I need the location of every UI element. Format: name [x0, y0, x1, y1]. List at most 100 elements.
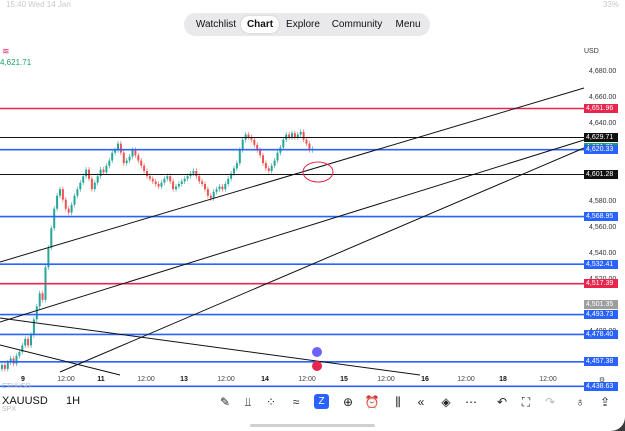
candle — [137, 155, 140, 161]
candle — [105, 165, 108, 173]
candle — [12, 358, 15, 364]
layers-icon[interactable]: ◈ — [441, 395, 451, 409]
candle — [273, 160, 276, 166]
candle — [241, 139, 244, 151]
candle — [32, 319, 35, 336]
time-axis-label: 18 — [499, 376, 507, 383]
undo-icon[interactable]: ↶ — [496, 395, 508, 409]
candle — [35, 306, 38, 320]
price-level-label: 4,438.63 — [584, 381, 618, 391]
candle — [85, 169, 88, 177]
rewind-icon[interactable]: « — [417, 395, 425, 409]
redo-icon[interactable]: ↷ — [544, 395, 556, 409]
main-tab-bar: Watchlist Chart Explore Community Menu — [184, 13, 430, 36]
candle — [192, 170, 195, 174]
time-axis-label: 12:00 — [377, 376, 395, 383]
timeframe-selector[interactable]: 1H — [66, 395, 81, 407]
candle — [235, 163, 238, 169]
candle — [47, 247, 50, 268]
indicators-icon[interactable]: ⫫ — [244, 394, 252, 409]
candle — [24, 338, 27, 346]
candle — [183, 178, 186, 182]
currency-selector[interactable]: USD — [584, 48, 599, 55]
price-level-label: 4,493.73 — [584, 310, 618, 320]
tab-explore[interactable]: Explore — [286, 19, 320, 30]
time-axis[interactable]: 9 12:00 11 12:00 13 12:00 14 12:00 15 12:00 16 12:0… — [0, 375, 625, 386]
compare-icon[interactable]: ⫼ — [395, 394, 401, 409]
replay-icon[interactable]: Z — [314, 394, 329, 409]
settings-icon[interactable]: ⚙ — [598, 377, 606, 384]
event-marker-icon[interactable] — [312, 347, 322, 357]
candle — [122, 152, 125, 164]
price-level-label: 4,478.40 — [584, 329, 618, 339]
trend-line-upper[interactable] — [0, 87, 585, 263]
price-axis-label: 4,660.00 — [589, 94, 617, 102]
last-price-label: 4,621.71 — [0, 58, 32, 67]
tab-watchlist[interactable]: Watchlist — [195, 19, 237, 30]
tab-chart[interactable]: Chart — [241, 16, 279, 33]
candle — [102, 169, 105, 173]
idea-icon[interactable]: ♁ — [575, 395, 585, 409]
candle — [209, 195, 212, 199]
candle — [296, 134, 299, 138]
candle — [21, 345, 24, 352]
time-axis-label: 15 — [340, 376, 348, 383]
trend-line-descending[interactable] — [0, 317, 421, 376]
candle — [59, 189, 61, 196]
pen-icon[interactable]: ✎ — [219, 395, 231, 409]
candle — [227, 178, 230, 184]
candle — [305, 139, 308, 144]
indicator-icon[interactable]: ≋ — [2, 46, 10, 56]
home-indicator — [250, 424, 375, 427]
candle — [172, 181, 175, 190]
time-axis-label: 12:00 — [137, 376, 155, 383]
fullscreen-icon[interactable]: ⛶ — [521, 394, 531, 409]
candle — [151, 178, 154, 182]
candle — [90, 178, 93, 190]
candle — [201, 181, 204, 184]
add-icon[interactable]: ⊕ — [342, 395, 354, 409]
candle — [6, 362, 9, 369]
candle — [157, 183, 160, 187]
background-symbol-label: ETHUSD — [2, 383, 31, 390]
tab-community[interactable]: Community — [331, 19, 383, 30]
trend-line-channel[interactable] — [59, 147, 585, 373]
time-axis-label: 16 — [421, 376, 429, 383]
trend-line-lower[interactable] — [0, 139, 585, 323]
candle — [247, 134, 250, 138]
candle — [143, 165, 146, 171]
price-level-label: 4,457.38 — [584, 357, 618, 367]
grid-icon[interactable]: ⁘ — [265, 395, 277, 409]
candle — [119, 143, 122, 153]
price-axis-label: 4,540.00 — [589, 250, 617, 258]
symbol-name[interactable]: XAUUSD — [2, 395, 48, 407]
time-axis-label: 9 — [21, 376, 25, 383]
price-level-label: 4,517.39 — [584, 279, 618, 289]
candle — [233, 168, 235, 174]
candle — [41, 293, 44, 300]
more-icon[interactable]: ⋯ — [465, 395, 477, 409]
candle — [230, 173, 233, 179]
alarm-icon[interactable]: ⏰ — [364, 395, 380, 409]
flag-marker-icon[interactable] — [312, 361, 322, 371]
candle — [186, 176, 189, 179]
templates-icon[interactable]: ≈ — [292, 395, 300, 409]
candle — [134, 150, 137, 156]
circle-annotation[interactable] — [302, 161, 334, 183]
candle — [9, 358, 12, 363]
share-icon[interactable]: ⇪ — [599, 395, 611, 409]
candle — [96, 176, 99, 183]
candle — [250, 137, 253, 140]
candle — [18, 351, 21, 356]
candle — [111, 152, 114, 161]
price-level-label: 4,620.33 — [584, 145, 618, 155]
tab-menu[interactable]: Menu — [395, 19, 421, 30]
candle — [79, 182, 82, 190]
time-axis-label: 12:00 — [57, 376, 75, 383]
candle — [299, 131, 302, 135]
trend-line-descending[interactable] — [0, 344, 121, 376]
battery-status: 33% — [602, 0, 619, 9]
candle — [206, 189, 209, 196]
